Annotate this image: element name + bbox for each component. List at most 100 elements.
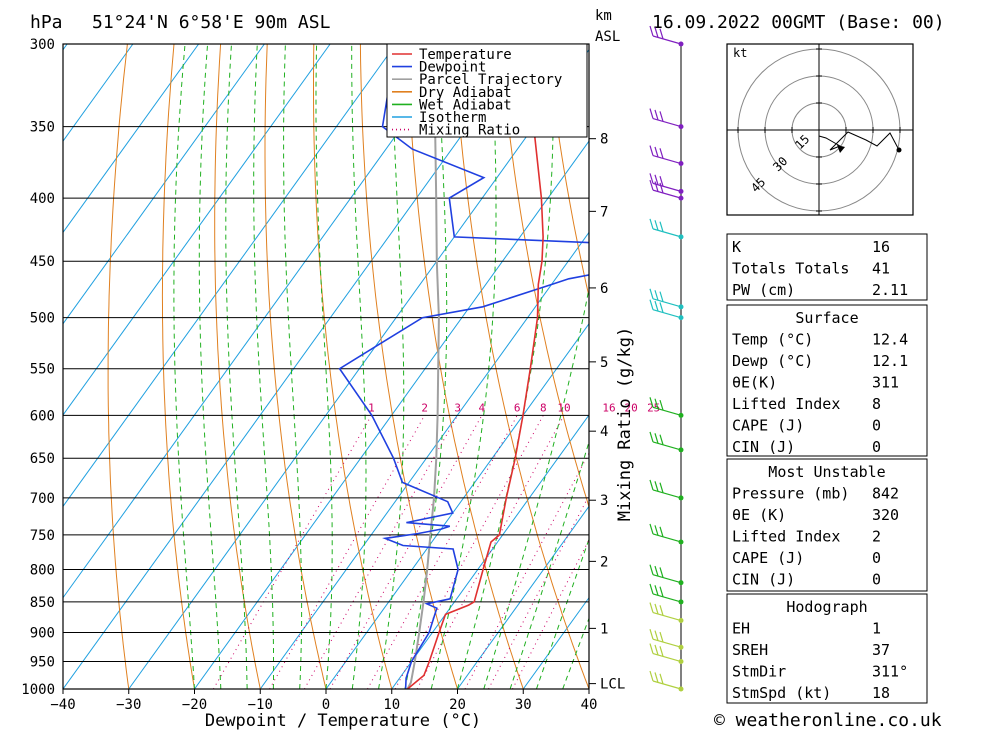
wind-barb-dot [678,599,684,605]
legend-label: Wet Adiabat [419,97,512,113]
pressure-tick-label: 800 [30,562,55,578]
km-tick-label: 5 [600,355,608,371]
indices-row-label: Temp (°C) [732,331,813,349]
indices-row-value: 320 [872,506,899,524]
legend-label: Dry Adiabat [419,85,512,101]
indices-row-value: 1 [872,620,881,638]
indices-row-label: Dewp (°C) [732,352,813,370]
hodograph-unit: kt [733,46,747,60]
km-tick-label: 7 [600,204,608,220]
dry-adiabat-line [214,44,261,689]
wind-barb-feather [654,300,659,312]
indices-row-label: PW (cm) [732,281,795,299]
wind-barb-feather [659,302,664,313]
wind-barb-feather [659,182,664,194]
isotherm-line [391,414,589,689]
legend-label: Temperature [419,47,512,63]
wind-barb-feather [659,567,664,578]
wind-barb-feather [649,299,654,310]
wind-barb-shaft [652,593,682,603]
indices-row-label: CIN (J) [732,571,795,589]
indices-row-label: Totals Totals [732,260,849,278]
wind-barb-feather [649,670,654,682]
wind-barb-feather [649,643,654,654]
indices-table-box [726,233,928,301]
mixing-ratio-label: 10 [557,401,570,414]
wind-barb-feather [654,146,659,158]
wind-barb-feather [649,145,654,156]
indices-row-label: θE(K) [732,374,777,392]
indices-row-value: 0 [872,571,881,589]
pressure-tick-label: 300 [30,37,55,53]
pressure-tick-label: 850 [30,595,55,611]
wet-adiabat-line [457,44,554,689]
wind-barb-dot [678,315,684,321]
wet-adiabat-line [253,44,275,689]
wind-barb-feather [654,585,659,596]
x-tick-label: 20 [449,697,466,713]
datetime-title: 16.09.2022 00GMT (Base: 00) [652,12,945,33]
isotherm-line [63,44,463,599]
pressure-tick-label: 900 [30,626,55,642]
indices-row-label: Lifted Index [732,395,840,413]
wind-barb-feather [654,630,659,641]
wind-barb-shaft [652,533,682,543]
dry-adiabat-line [107,44,130,689]
wet-adiabat-line [509,440,589,689]
x-tick-label: 30 [515,697,532,713]
indices-row-label: CIN (J) [732,438,795,456]
wind-barb-feather [654,109,659,121]
legend-label: Mixing Ratio [419,123,520,139]
mixing-ratio-label: 16 [602,401,615,414]
indices-row-value: 37 [872,641,890,659]
mixing-ratio-line [329,415,483,689]
temperature-tick-labels: −40 −30 −20 −10 0 10 20 30 40 [50,689,597,713]
wet-adiabat-line [483,286,589,689]
isotherm-line [63,44,200,234]
wind-barb-shaft [652,154,682,165]
height-km-ticks: 8 7 6 5 4 3 2 1 LCL [589,132,625,693]
wind-barb-shaft [652,652,682,663]
wind-barb-feather [654,181,659,192]
indices-row-value: 2.11 [872,281,908,299]
indices-row-value: 16 [872,238,890,256]
wet-adiabat-line [430,44,497,689]
wind-barb-feather [659,482,664,493]
mixing-ratio-label: 4 [479,401,486,414]
wind-barb-feather [649,108,654,119]
isotherm-line [0,44,1,689]
wind-barb-dot [678,124,684,130]
wind-barb-feather [654,644,659,656]
wind-barb-feather [654,603,659,615]
indices-table-title: Hodograph [786,598,867,616]
wet-adiabat-line [198,44,222,689]
km-tick-label: 6 [600,281,608,297]
wind-barb-dot [678,659,684,665]
mixing-ratio-line [464,452,589,689]
wind-barb-shaft [652,611,682,622]
pressure-tick-label: 700 [30,491,55,507]
x-tick-label: 10 [383,697,400,713]
indices-row-label: StmDir [732,663,786,681]
indices-row-value: 12.1 [872,352,908,370]
km-tick-label: 3 [600,493,608,509]
location-title: 51°24'N 6°58'E 90m ASL [92,12,331,33]
hodograph-trace [818,131,900,151]
wind-barb-feather [654,433,659,444]
wind-barb-dot [678,161,684,167]
isotherm-line [128,48,589,689]
wind-barb-shaft [652,638,682,648]
wind-barb-feather [659,673,664,684]
hpa-unit-label: hPa [30,12,63,33]
wind-barb-dot [678,195,684,201]
wind-barb-feather [654,174,659,185]
wind-barb-feather [659,586,664,597]
hodograph-end-dot [896,147,902,153]
wind-barb-shaft [652,35,682,45]
mixing-ratio-label: 6 [514,401,521,414]
wind-barb-feather [659,148,664,159]
x-tick-label: −10 [248,697,273,713]
wind-barb-feather [659,646,664,657]
dry-adiabat-line [359,44,458,689]
